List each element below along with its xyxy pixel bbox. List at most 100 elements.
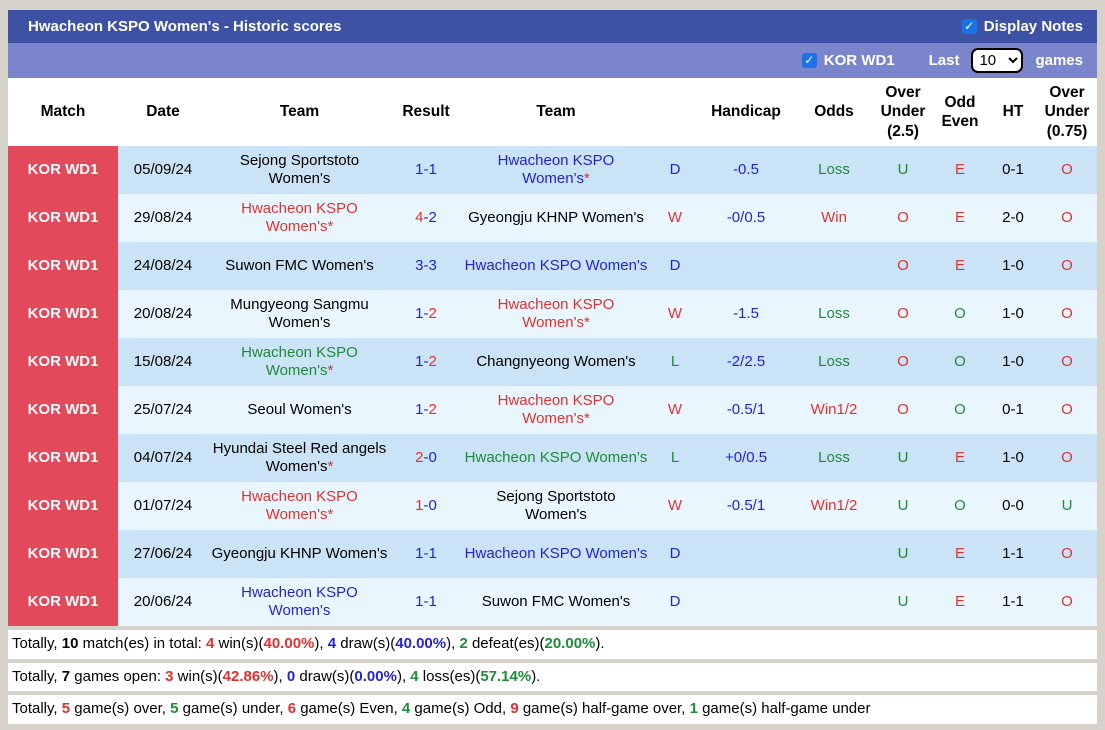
score-cell: 1-2: [391, 290, 461, 338]
home-team-star: *: [327, 218, 334, 235]
summary-segment: ).: [531, 667, 541, 685]
historic-scores-table: Match Date Team Result Team Handicap Odd…: [8, 78, 1097, 626]
last-games-select[interactable]: 10: [971, 48, 1024, 73]
table-row[interactable]: KOR WD1 29/08/24 Hwacheon KSPO Women's* …: [8, 194, 1097, 242]
summary-segment: match(es) in total:: [78, 635, 206, 652]
table-row[interactable]: KOR WD1 04/07/24 Hyundai Steel Red angel…: [8, 434, 1097, 482]
summary-segment: 0.00%: [354, 667, 397, 685]
odds-cell: Win1/2: [793, 386, 875, 434]
match-league-cell: KOR WD1: [8, 530, 118, 578]
summary-segment: ).: [595, 635, 605, 652]
date-cell: 04/07/24: [118, 434, 208, 482]
summary-segment: 1: [689, 700, 698, 717]
score-separator: -: [423, 401, 429, 418]
table-row[interactable]: KOR WD1 20/08/24 Mungyeong Sangmu Women'…: [8, 290, 1097, 338]
over-under-075-cell: O: [1037, 290, 1097, 338]
score-separator: -: [423, 593, 429, 610]
away-team-name: Gyeongju KHNP Women's: [468, 209, 644, 226]
result-letter-cell: W: [651, 482, 699, 530]
page-title: Hwacheon KSPO Women's - Historic scores: [28, 18, 342, 35]
ht-score-cell: 0-0: [989, 482, 1037, 530]
games-label: games: [1035, 52, 1083, 69]
home-team-cell: Hwacheon KSPO Women's*: [208, 194, 391, 242]
away-team-cell: Gyeongju KHNP Women's: [461, 194, 651, 242]
summary-segment: loss(es)(: [418, 667, 481, 685]
handicap-cell: -0.5/1: [699, 482, 793, 530]
score-separator: -: [423, 545, 429, 562]
score-separator: -: [423, 449, 429, 466]
odds-cell: Win1/2: [793, 482, 875, 530]
col-header-team2: Team: [461, 78, 651, 146]
summary-segment: 10: [61, 635, 79, 652]
table-row[interactable]: KOR WD1 27/06/24 Gyeongju KHNP Women's 1…: [8, 530, 1097, 578]
summary-segment: draw(s)(: [336, 635, 396, 652]
odd-even-cell: O: [931, 290, 989, 338]
result-letter-cell: W: [651, 290, 699, 338]
table-row[interactable]: KOR WD1 15/08/24 Hwacheon KSPO Women's* …: [8, 338, 1097, 386]
handicap-cell: [699, 242, 793, 290]
over-under-25-cell: U: [875, 434, 931, 482]
away-score: 2: [428, 401, 437, 418]
away-score: 2: [428, 209, 437, 226]
league-filter-toggle[interactable]: ✓ KOR WD1: [801, 52, 895, 69]
odd-even-cell: E: [931, 242, 989, 290]
away-team-cell: Changnyeong Women's: [461, 338, 651, 386]
away-score: 0: [428, 497, 437, 514]
away-team-star: *: [583, 170, 590, 187]
away-team-star: *: [583, 410, 590, 427]
handicap-cell: -1.5: [699, 290, 793, 338]
ht-score-cell: 1-0: [989, 434, 1037, 482]
score-separator: -: [423, 161, 429, 178]
home-score: 1: [415, 545, 424, 562]
summary-line: Totally, 10 match(es) in total: 4 win(s)…: [8, 630, 1097, 659]
over-under-075-cell: O: [1037, 242, 1097, 290]
date-cell: 20/08/24: [118, 290, 208, 338]
checkbox-checked-icon[interactable]: ✓: [961, 19, 977, 34]
col-header-wdl: [651, 78, 699, 146]
over-under-25-cell: U: [875, 530, 931, 578]
table-row[interactable]: KOR WD1 20/06/24 Hwacheon KSPO Women's 1…: [8, 578, 1097, 626]
match-league-cell: KOR WD1: [8, 194, 118, 242]
home-team-name: Suwon FMC Women's: [225, 257, 374, 274]
home-team-name: Seoul Women's: [247, 401, 352, 418]
col-header-match: Match: [8, 78, 118, 146]
away-score: 1: [428, 593, 437, 610]
home-score: 1: [415, 305, 424, 322]
table-row[interactable]: KOR WD1 25/07/24 Seoul Women's 1-2 Hwach…: [8, 386, 1097, 434]
date-cell: 29/08/24: [118, 194, 208, 242]
away-team-name: Changnyeong Women's: [476, 353, 636, 370]
filter-bar: ✓ KOR WD1 Last 10 games: [8, 43, 1097, 78]
odds-cell: Loss: [793, 434, 875, 482]
home-team-name: Sejong Sportstoto Women's: [239, 152, 360, 187]
home-score: 1: [415, 401, 424, 418]
table-row[interactable]: KOR WD1 24/08/24 Suwon FMC Women's 3-3 H…: [8, 242, 1097, 290]
away-team-name: Hwacheon KSPO Women's: [464, 257, 648, 274]
match-league-cell: KOR WD1: [8, 338, 118, 386]
over-under-075-cell: O: [1037, 338, 1097, 386]
home-team-cell: Seoul Women's: [208, 386, 391, 434]
home-team-star: *: [327, 362, 334, 379]
display-notes-toggle[interactable]: ✓ Display Notes: [961, 18, 1083, 35]
date-cell: 20/06/24: [118, 578, 208, 626]
away-team-name: Hwacheon KSPO Women's: [497, 392, 615, 427]
away-team-name: Suwon FMC Women's: [481, 593, 631, 610]
result-letter-cell: D: [651, 242, 699, 290]
last-label: Last: [928, 52, 960, 69]
score-cell: 4-2: [391, 194, 461, 242]
odd-even-cell: O: [931, 386, 989, 434]
odd-even-cell: E: [931, 578, 989, 626]
table-row[interactable]: KOR WD1 05/09/24 Sejong Sportstoto Women…: [8, 146, 1097, 194]
col-header-ht: HT: [989, 78, 1037, 146]
away-team-cell: Hwacheon KSPO Women's: [461, 530, 651, 578]
checkbox-checked-icon[interactable]: ✓: [801, 53, 817, 68]
home-score: 1: [415, 353, 424, 370]
summary-segment: game(s) under,: [178, 700, 288, 717]
summary: Totally, 10 match(es) in total: 4 win(s)…: [8, 630, 1097, 724]
handicap-cell: -0/0.5: [699, 194, 793, 242]
summary-segment: 5: [170, 700, 179, 717]
odd-even-cell: O: [931, 482, 989, 530]
summary-segment: 20.00%: [544, 635, 596, 652]
home-team-star: *: [327, 506, 334, 523]
summary-segment: win(s)(: [173, 667, 223, 685]
table-row[interactable]: KOR WD1 01/07/24 Hwacheon KSPO Women's* …: [8, 482, 1097, 530]
